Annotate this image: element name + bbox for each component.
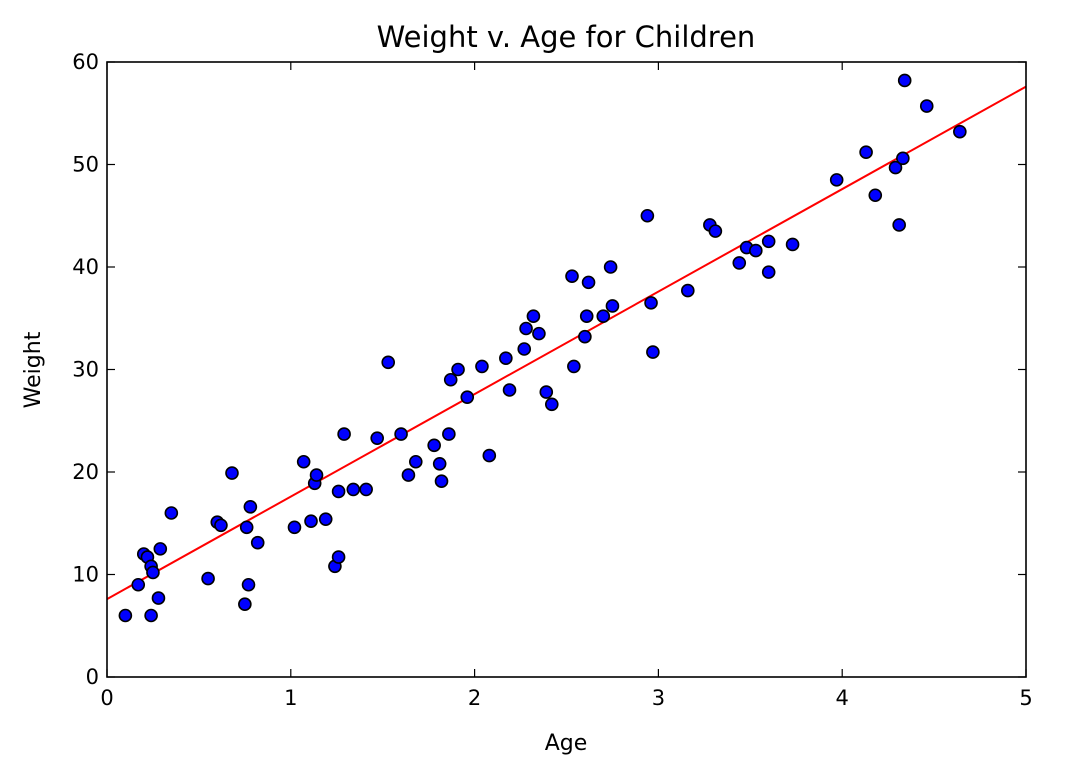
data-point [640,208,655,223]
data-point [539,385,554,399]
data-point [432,456,447,471]
data-point [153,542,168,556]
data-point [408,454,423,469]
data-point [681,283,695,298]
data-point [401,468,416,482]
data-point [646,345,660,359]
data-point [443,372,458,387]
data-point [526,309,541,324]
data-point [708,224,723,238]
data-point [331,550,346,564]
data-point [225,466,239,480]
data-point [829,173,844,187]
data-point [460,390,475,404]
data-point [644,296,658,310]
data-point [532,326,546,341]
data-point [517,342,532,356]
data-point [565,269,579,284]
data-point [346,482,361,497]
y-tick-label: 20 [72,460,99,484]
data-point [331,484,346,499]
data-point [318,512,333,526]
data-point [214,518,228,533]
y-tick-label: 60 [72,50,99,74]
data-point [785,237,800,252]
data-point [519,321,533,336]
data-point [118,608,133,623]
data-point [953,124,967,139]
data-point [499,351,513,366]
data-point [144,608,158,623]
data-point [151,591,166,605]
data-point [451,362,465,377]
data-point [596,309,611,324]
y-tick-label: 30 [72,358,99,382]
x-tick-label: 4 [836,686,849,710]
data-point [296,454,311,469]
data-point [146,565,160,580]
data-point [578,329,592,344]
data-point [309,468,324,482]
data-point [567,359,581,374]
data-point [896,151,910,166]
data-point [239,520,254,535]
data-point [761,265,776,279]
x-tick-label: 3 [652,686,665,710]
chart-title: Weight v. Age for Children [377,20,756,54]
x-tick-label: 1 [284,686,297,710]
data-point [427,438,441,453]
data-point [201,571,215,586]
data-point [250,535,265,550]
y-tick-label: 0 [86,665,99,689]
data-point [243,500,258,514]
fit-line [106,85,1027,600]
data-point [544,397,559,412]
y-axis-label: Weight [21,331,46,408]
x-axis-label: Age [545,731,588,756]
data-point [897,73,912,88]
x-tick-label: 2 [468,686,481,710]
y-tick-label: 10 [72,563,99,587]
data-point [892,218,906,232]
y-tick-label: 50 [72,153,99,177]
data-point [394,427,408,441]
data-point [359,482,373,497]
data-point [287,520,302,535]
data-point [434,474,449,489]
data-point [238,597,252,612]
data-point [131,577,146,592]
x-tick-label: 0 [100,686,113,710]
points-layer [118,73,967,623]
data-point [868,188,883,203]
data-point [919,99,934,113]
data-point [581,275,596,290]
data-point [337,427,351,441]
data-point [442,427,456,441]
data-point [859,145,873,159]
data-point [888,160,903,175]
data-point [475,359,489,374]
data-point [749,243,763,258]
data-point [605,299,620,313]
data-point [761,234,776,249]
data-point [381,355,396,370]
data-point [732,256,747,270]
data-point [579,309,594,324]
data-point [603,260,618,274]
data-point [164,506,179,520]
data-point [304,514,318,529]
data-point [370,431,384,445]
data-point [241,577,256,592]
x-tick-label: 5 [1019,686,1032,710]
y-tick-label: 40 [72,255,99,279]
data-point [482,448,497,463]
data-point [502,383,517,397]
fit-line-layer [106,85,1027,600]
